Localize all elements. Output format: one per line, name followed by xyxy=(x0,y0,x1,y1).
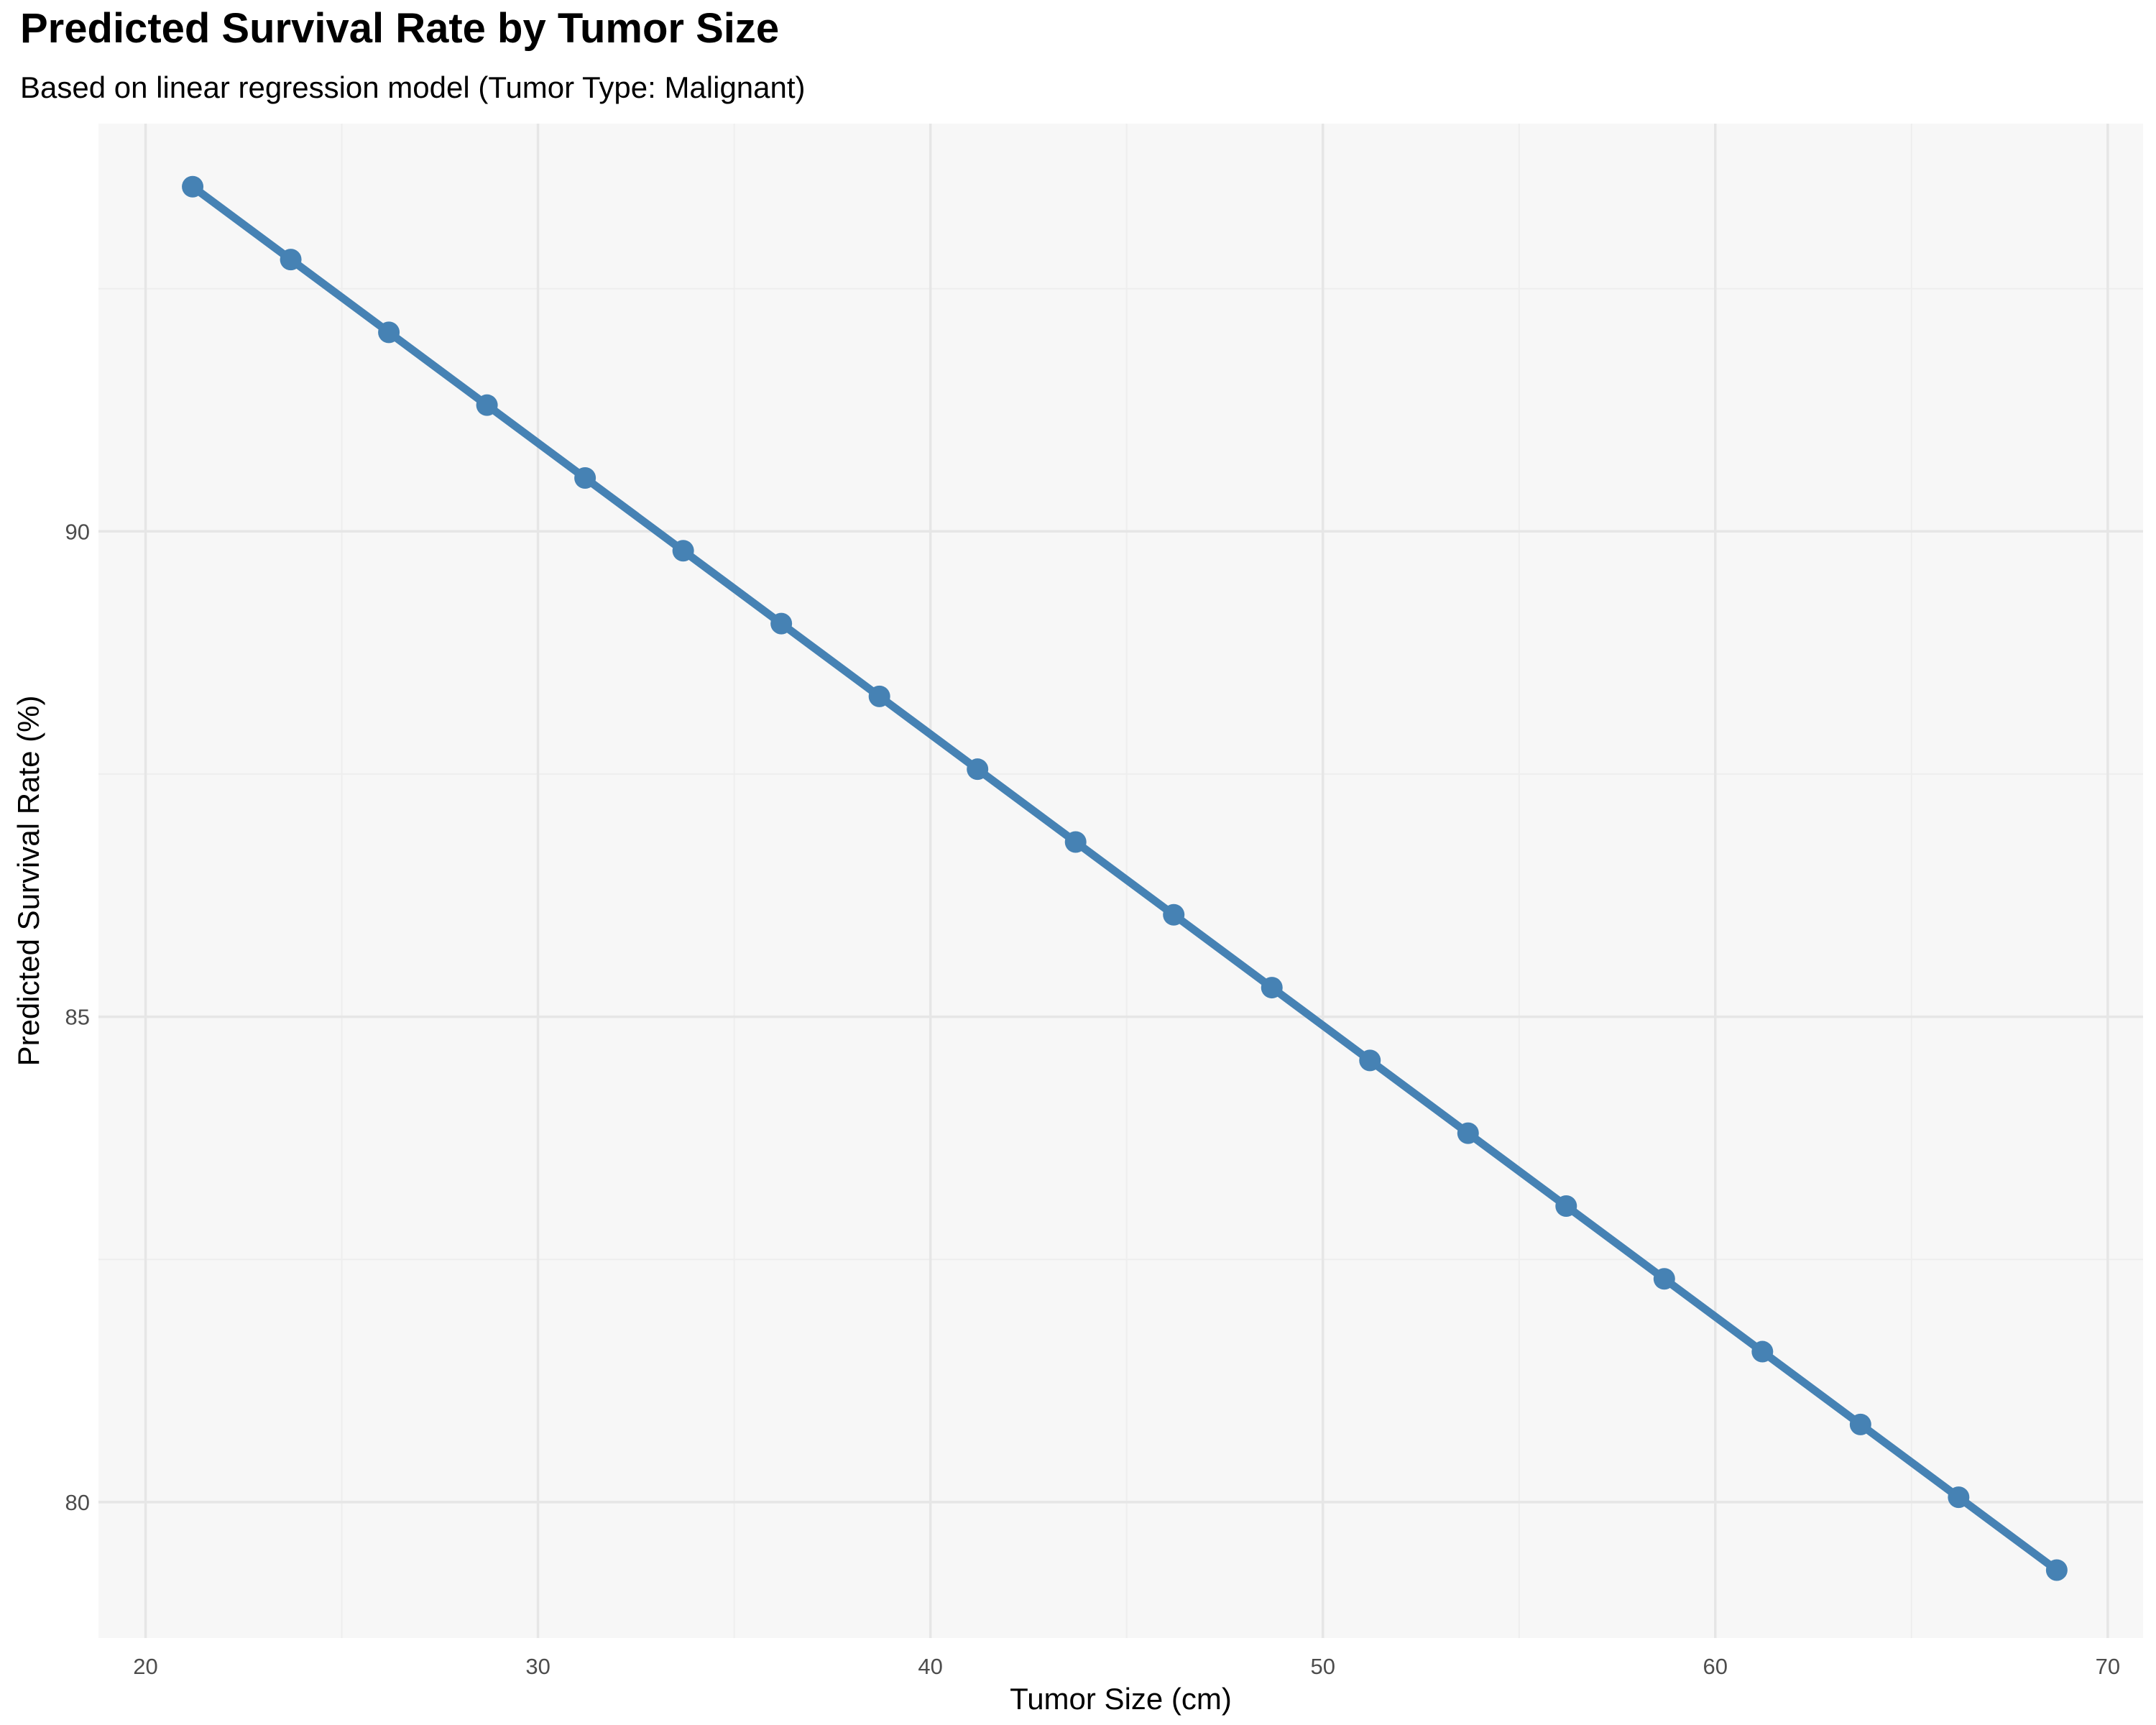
points-layer xyxy=(182,175,2068,1581)
major-gridlines xyxy=(98,124,2143,1638)
x-tick-label: 20 xyxy=(133,1654,157,1679)
x-tick-label: 60 xyxy=(1703,1654,1728,1679)
data-point xyxy=(1359,1049,1381,1072)
data-point xyxy=(1555,1195,1577,1217)
series-line xyxy=(188,183,2061,1574)
data-point xyxy=(1163,903,1185,926)
data-point xyxy=(1457,1122,1479,1144)
y-axis-title: Predicted Survival Rate (%) xyxy=(11,696,45,1067)
data-point xyxy=(967,758,989,781)
data-point xyxy=(182,175,204,198)
x-tick-label: 30 xyxy=(525,1654,550,1679)
y-axis-ticks: 80 85 90 xyxy=(65,519,90,1515)
data-point xyxy=(2045,1559,2068,1581)
data-point xyxy=(1751,1340,1774,1363)
x-tick-label: 40 xyxy=(918,1654,942,1679)
chart-subtitle: Based on linear regression model (Tumor … xyxy=(20,70,806,104)
data-point xyxy=(1849,1413,1871,1435)
y-tick-label: 85 xyxy=(65,1005,90,1030)
data-point xyxy=(1064,831,1087,853)
data-point xyxy=(378,321,400,344)
x-axis-title: Tumor Size (cm) xyxy=(1010,1682,1232,1716)
data-point xyxy=(1948,1486,1970,1509)
data-point xyxy=(1653,1268,1675,1290)
data-point xyxy=(1261,977,1283,999)
data-point xyxy=(868,685,890,707)
data-point xyxy=(574,466,596,489)
data-point xyxy=(770,612,793,635)
minor-gridlines xyxy=(98,124,2143,1638)
data-point xyxy=(672,540,694,562)
x-tick-label: 50 xyxy=(1310,1654,1335,1679)
x-tick-label: 70 xyxy=(2096,1654,2120,1679)
series-layer xyxy=(188,183,2061,1574)
y-tick-label: 80 xyxy=(65,1490,90,1515)
x-axis-ticks: 20 30 40 50 60 70 xyxy=(133,1654,2120,1679)
chart-title: Predicted Survival Rate by Tumor Size xyxy=(20,5,780,52)
data-point xyxy=(476,394,498,416)
y-tick-label: 90 xyxy=(65,519,90,544)
data-point xyxy=(280,249,302,271)
